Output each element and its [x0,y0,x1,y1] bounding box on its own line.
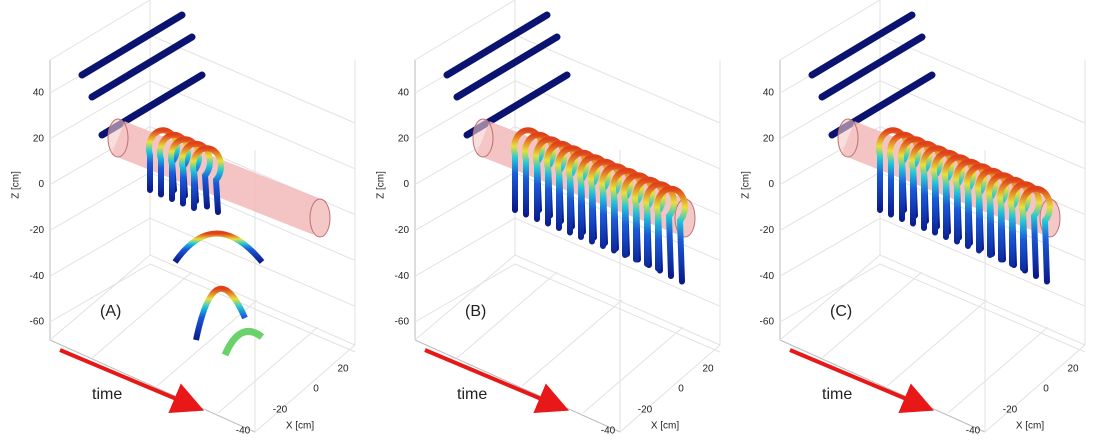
box-edge [985,345,1085,432]
panel: 40 20 0 -20 -40 -60 Z [cm] 20 0 -20 -40 X [cm] (B) ti… [376,0,720,437]
z-tick-label: 40 [763,88,775,99]
grid-line [780,172,880,230]
box-edge [415,340,620,432]
time-label: time [822,386,852,403]
x-tick-label: 0 [313,384,319,395]
x-tick-label: 20 [1067,364,1079,375]
cylinder-end [310,199,330,237]
rod [82,15,182,75]
grid-line [583,327,683,413]
time-label: time [457,386,487,403]
grid-line [515,35,720,123]
z-tick-label: 20 [398,133,410,144]
grid-line [515,264,720,352]
cylinder-end [473,119,493,157]
z-tick-label: -40 [760,271,775,282]
z-axis-label: Z [cm] [376,171,387,199]
z-tick-label: 20 [763,133,775,144]
panel: 40 20 0 -20 -40 -60 Z [cm] 20 0 -20 -40 X [cm] (C) ti… [741,0,1085,437]
z-tick-label: -60 [30,317,45,328]
panel-label: (B) [465,303,486,320]
z-tick-label: 40 [398,88,410,99]
box-edge [880,255,1085,345]
x-axis-label: X [cm] [651,421,680,432]
x-tick-label: -40 [966,426,981,437]
x-tick-label: 20 [702,364,714,375]
box-edge [780,340,985,432]
grid-line [880,35,1085,123]
grid-line [948,327,1048,413]
z-tick-label: 0 [768,179,774,190]
coil [225,331,262,355]
cylinder-end [108,119,128,157]
z-tick-label: -40 [395,271,410,282]
z-tick-label: 0 [403,179,409,190]
z-tick-label: 0 [38,179,44,190]
x-tick-label: -20 [1003,405,1018,416]
z-tick-label: 20 [33,133,45,144]
x-tick-label: -20 [638,405,653,416]
x-tick-label: 0 [678,384,684,395]
z-axis-label: Z [cm] [11,171,22,199]
x-axis-label: X [cm] [286,421,315,432]
z-tick-label: 40 [33,88,45,99]
grid-line [880,264,1085,352]
grid-line [150,264,355,352]
z-tick-label: -60 [760,317,775,328]
z-tick-label: -20 [395,225,410,236]
z-tick-label: -60 [395,317,410,328]
grid-line [150,35,355,123]
rod [447,15,547,75]
z-axis-label: Z [cm] [741,171,752,199]
box-edge [780,0,880,60]
rod [812,15,912,75]
grid-line [50,172,150,230]
box-edge [50,0,150,60]
box-edge [515,255,720,345]
time-arrow [790,350,923,406]
x-tick-label: 0 [1043,384,1049,395]
time-arrow [425,350,558,406]
box-edge [255,345,355,432]
time-arrow [60,350,193,406]
grid-line [415,172,515,230]
grid-line [887,300,987,386]
panel-label: (C) [830,303,852,320]
figure: 40 20 0 -20 -40 -60 Z [cm] 20 0 -20 -40 X [cm] (A) ti… [0,0,1101,439]
time-label: time [92,386,122,403]
panel: 40 20 0 -20 -40 -60 Z [cm] 20 0 -20 -40 X [cm] (A) ti… [11,0,355,437]
x-tick-label: -40 [236,426,251,437]
z-tick-label: -40 [30,271,45,282]
cylinder-end [838,119,858,157]
panel-label: (A) [100,303,121,320]
z-tick-label: -20 [30,225,45,236]
x-tick-label: -40 [601,426,616,437]
x-axis-label: X [cm] [1016,421,1045,432]
x-tick-label: 20 [337,364,349,375]
box-edge [620,345,720,432]
grid-line [522,300,622,386]
z-tick-label: -20 [760,225,775,236]
box-edge [415,0,515,60]
x-tick-label: -20 [273,405,288,416]
